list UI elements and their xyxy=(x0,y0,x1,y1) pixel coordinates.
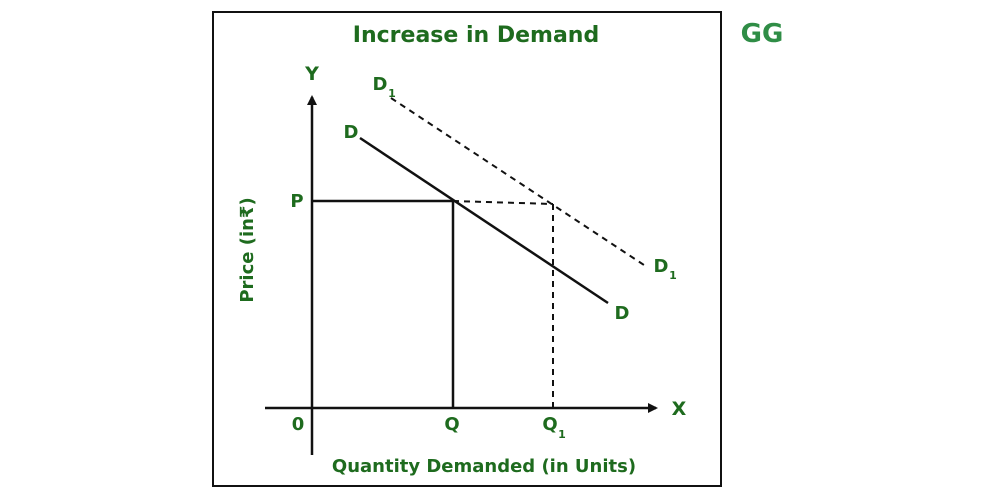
demand-curve-d-lower-label: D xyxy=(615,303,630,324)
x-axis-letter: X xyxy=(672,398,687,420)
d1-upper-main: D xyxy=(373,74,388,95)
d1-upper-sub: 1 xyxy=(388,87,396,100)
diagram-title: Increase in Demand xyxy=(353,23,599,48)
x-axis-title: Quantity Demanded (in Units) xyxy=(332,456,636,477)
demand-curve-d1 xyxy=(390,97,645,266)
demand-curve-d xyxy=(359,136,609,305)
q1-main: Q xyxy=(542,414,557,435)
y-axis-title: Price (in₹) xyxy=(237,197,258,302)
demand-curve-d-upper-label: D xyxy=(344,122,359,143)
price-extension-dashed xyxy=(452,200,554,205)
y-axis-letter: Y xyxy=(304,63,319,85)
d1-lower-main: D xyxy=(654,256,669,277)
demand-curve-d1-upper-label: D 1 xyxy=(373,74,396,100)
origin-label: 0 xyxy=(292,414,305,435)
logo-text: GG xyxy=(741,19,784,49)
d1-lower-sub: 1 xyxy=(669,269,677,282)
diagram-frame xyxy=(212,11,722,487)
price-label: P xyxy=(290,191,303,212)
q1-sub: 1 xyxy=(558,428,566,441)
demand-curve-d1-lower-label: D 1 xyxy=(654,256,677,282)
logo: GG xyxy=(741,19,784,49)
quantity-new-label: Q 1 xyxy=(542,414,565,441)
quantity-label: Q xyxy=(444,414,459,435)
